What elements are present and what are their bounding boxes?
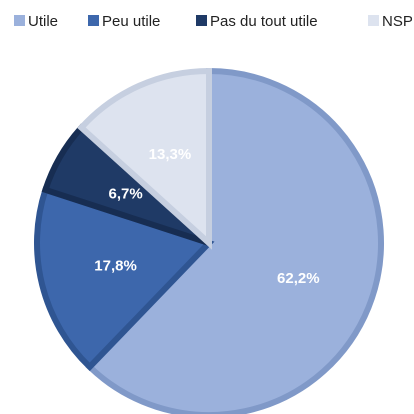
data-label: 13,3% <box>149 146 192 163</box>
legend-swatch <box>88 15 99 26</box>
pie-slice <box>85 67 384 414</box>
legend-swatch <box>14 15 25 26</box>
pie-slice <box>77 67 212 250</box>
legend-label: Pas du tout utile <box>210 13 318 30</box>
pie-slice <box>34 186 215 372</box>
data-label: 6,7% <box>109 186 143 203</box>
legend-swatch <box>196 15 207 26</box>
data-label: 17,8% <box>94 257 137 274</box>
legend-label: Peu utile <box>102 13 160 30</box>
legend-swatch <box>368 15 379 26</box>
legend-label: Utile <box>28 13 58 30</box>
legend-label: NSP <box>382 13 413 30</box>
data-label: 62,2% <box>277 270 320 287</box>
